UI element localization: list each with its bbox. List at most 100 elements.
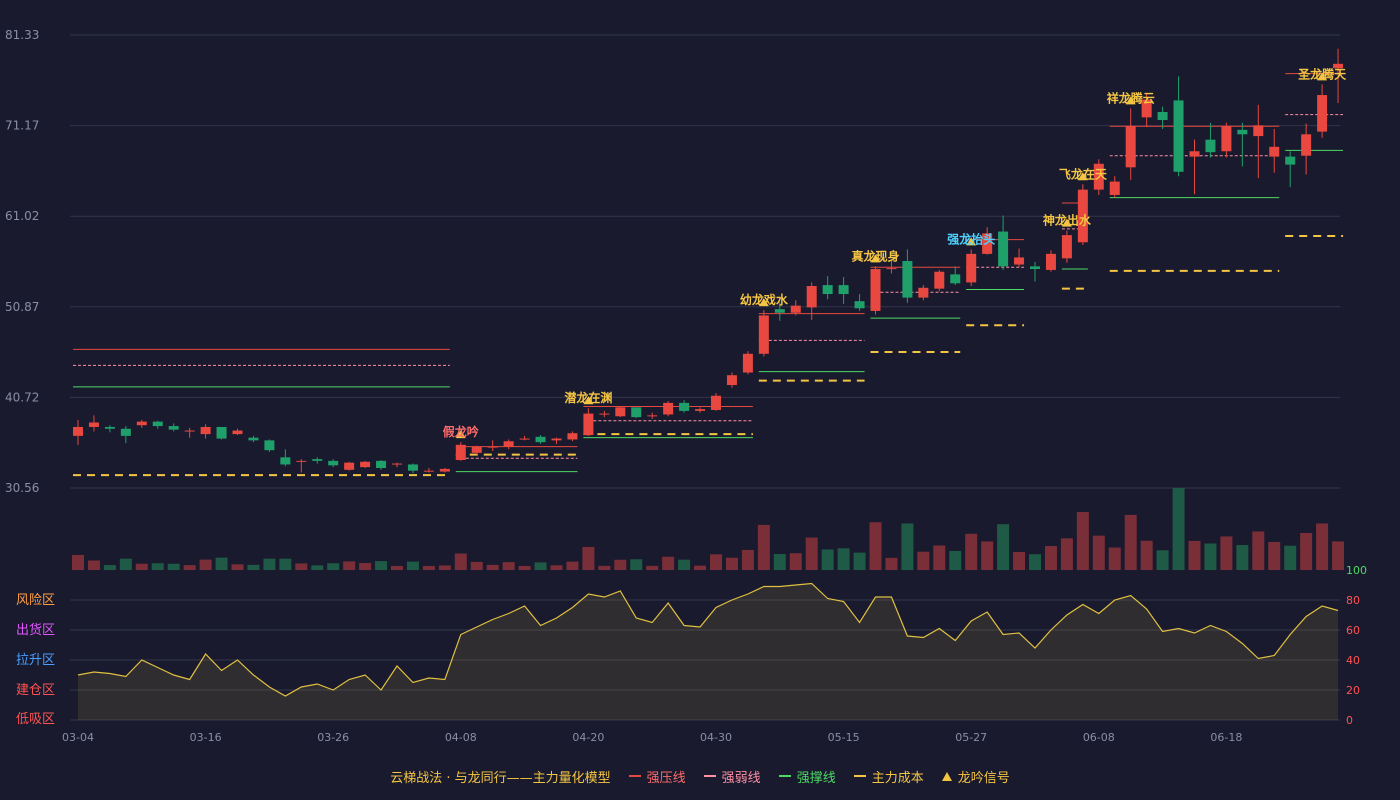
- legend-item-press[interactable]: 强压线: [628, 767, 686, 786]
- y-tick-label: 30.56: [5, 481, 39, 495]
- x-tick-label: 04-20: [572, 731, 604, 744]
- y-tick-label: 40.72: [5, 390, 39, 404]
- candle-body: [1205, 139, 1216, 153]
- zone-label: 低吸区: [16, 712, 55, 727]
- candle-body: [1014, 257, 1025, 265]
- candle-body: [104, 426, 115, 429]
- legend-label: 强压线: [646, 770, 686, 786]
- index-background: [70, 570, 1340, 720]
- candle-body: [982, 233, 993, 254]
- volume-bar: [1236, 545, 1249, 570]
- volume-bar: [869, 522, 882, 570]
- volume-bar: [199, 559, 212, 570]
- candle-body: [806, 285, 817, 308]
- candle-body: [1030, 266, 1040, 270]
- volume-bar: [279, 558, 292, 570]
- candle-body: [854, 301, 865, 309]
- date-axis: 03-04 03-16 03-26 04-08 04-20 04-30 05-15 05-27…: [62, 731, 1242, 744]
- volume-bar: [167, 563, 180, 570]
- candle-body: [264, 440, 275, 451]
- volume-bar: [486, 564, 499, 570]
- y-tick-label: 50.87: [5, 300, 39, 314]
- candle-body: [407, 464, 418, 471]
- x-tick-label: 03-26: [317, 731, 349, 744]
- volume-bar: [550, 565, 563, 570]
- candle-body: [136, 421, 147, 426]
- signal-label: 假龙吟: [443, 424, 479, 439]
- candle-body: [232, 430, 243, 435]
- signal-triangle: [1061, 218, 1072, 227]
- index-tick-label: 40: [1346, 654, 1360, 667]
- x-tick-label: 05-15: [828, 731, 860, 744]
- volume-bar: [311, 565, 324, 570]
- x-tick-label: 06-18: [1210, 731, 1242, 744]
- candle-body: [423, 470, 434, 472]
- candle-body: [790, 305, 801, 313]
- volume-bar: [295, 563, 308, 570]
- signal-label: 神龙出水: [1043, 213, 1092, 228]
- volume-bar: [710, 554, 722, 570]
- signal-triangle: [1317, 72, 1328, 81]
- signal-markers: 假龙吟 潜龙在渊 幼龙戏水 真龙现身 强龙抬头 神龙出水 飞龙在天 祥龙腾云 圣龙腾天: [443, 66, 1347, 439]
- candle-body: [1061, 235, 1072, 259]
- volume-bar: [678, 559, 691, 570]
- volume-bar: [789, 553, 802, 570]
- volume-bars: [72, 488, 1345, 570]
- volume-bar: [103, 565, 116, 570]
- candle-body: [1045, 253, 1056, 270]
- zone-label: 建仓区: [16, 683, 55, 698]
- candle-body: [1333, 63, 1344, 69]
- candle-body: [1125, 126, 1136, 168]
- volume-bar: [1268, 541, 1281, 570]
- x-tick-label: 03-16: [190, 731, 222, 744]
- legend: 云梯战法 · 与龙同行——主力量化模型 强压线 强弱线 强撑线 主力成本 龙吟信…: [0, 763, 1400, 789]
- candle-body: [455, 444, 466, 460]
- candle-body: [152, 421, 163, 427]
- volume-bar: [183, 565, 196, 570]
- candle-body: [1157, 112, 1168, 121]
- legend-item-signal[interactable]: 龙吟信号: [941, 767, 1010, 786]
- candle-body: [551, 438, 562, 441]
- volume-bar: [1092, 535, 1105, 570]
- legend-item-support[interactable]: 强撑线: [778, 767, 836, 786]
- candle-body: [886, 268, 897, 270]
- legend-item-weak[interactable]: 强弱线: [703, 767, 761, 786]
- x-tick-label: 05-27: [955, 731, 987, 744]
- volume-bar: [821, 549, 834, 570]
- price-axis: 81.33 71.17 61.02 50.87 40.72 30.56: [5, 28, 39, 495]
- volume-bar: [1060, 538, 1073, 570]
- zone-label: 风险区: [16, 593, 55, 608]
- index-line: [77, 582, 1339, 697]
- candle-body: [392, 463, 402, 465]
- candle-body: [934, 271, 945, 289]
- candle-body: [822, 285, 833, 295]
- volume-bar: [438, 565, 451, 570]
- volume-bar: [119, 558, 132, 570]
- candle-body: [758, 315, 769, 354]
- candle-body: [200, 426, 211, 435]
- volume-bar: [454, 553, 467, 570]
- volume-bar: [757, 524, 770, 570]
- signal-triangle: [966, 237, 977, 246]
- cost-line-swatch: [853, 775, 866, 777]
- volume-bar: [502, 562, 515, 570]
- candle-body: [726, 375, 737, 386]
- volume-bar: [1108, 547, 1121, 570]
- volume-bar: [1300, 532, 1313, 570]
- volume-bar: [885, 557, 898, 570]
- volume-bar: [630, 559, 643, 570]
- volume-bar: [1188, 540, 1201, 570]
- candle-body: [679, 402, 690, 411]
- volume-bar: [72, 554, 84, 570]
- zone-label: 拉升区: [16, 653, 55, 668]
- legend-item-cost[interactable]: 主力成本: [853, 767, 924, 786]
- candle-body: [376, 460, 387, 469]
- candle-body: [168, 426, 179, 430]
- press-line-swatch: [628, 775, 641, 777]
- candle-body: [1237, 129, 1248, 135]
- volume-bar: [646, 565, 659, 570]
- candle-body: [1317, 95, 1328, 132]
- index-tick-label: 60: [1346, 624, 1360, 637]
- volume-bar: [614, 559, 627, 570]
- candle-body: [1221, 126, 1232, 152]
